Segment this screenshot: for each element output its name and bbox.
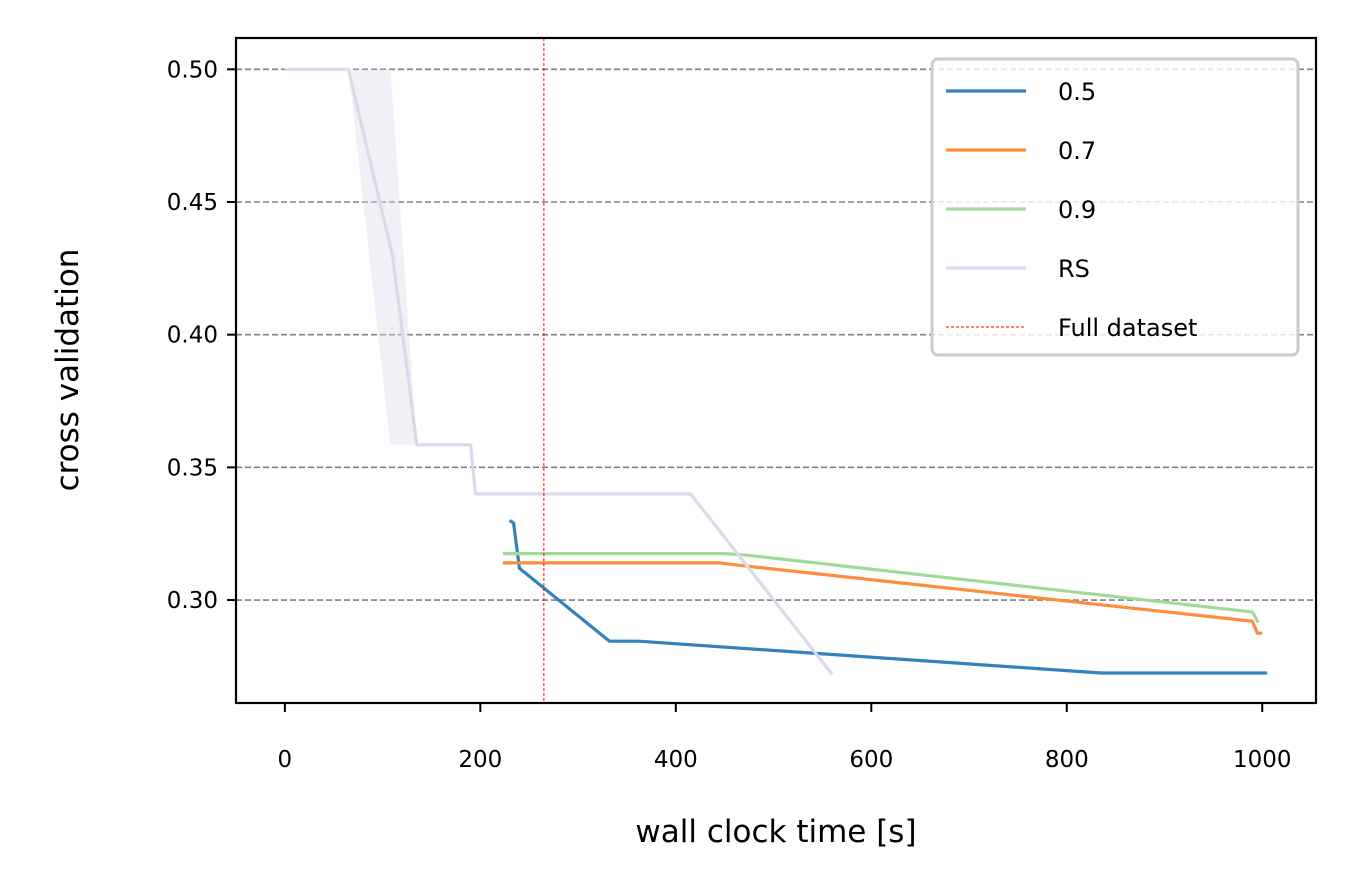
y-tick-label-0.50: 0.50 bbox=[167, 57, 218, 83]
legend-label-0-7: 0.7 bbox=[1058, 137, 1096, 165]
x-tick-label-400: 400 bbox=[654, 747, 698, 773]
x-axis-label: wall clock time [s] bbox=[635, 814, 916, 850]
series-line-0-9 bbox=[502, 552, 1260, 624]
y-tick-label-0.40: 0.40 bbox=[167, 323, 218, 349]
x-tick-label-1000: 1000 bbox=[1233, 747, 1292, 773]
legend-label-0-9: 0.9 bbox=[1058, 196, 1096, 224]
plot-frame bbox=[234, 36, 1318, 705]
band-rs bbox=[284, 69, 833, 675]
x-axis: 0 200 400 600 800 1000 bbox=[278, 703, 1292, 773]
legend: 0.5 0.7 0.9 RS Full dataset bbox=[930, 57, 1300, 357]
legend-label-0-5: 0.5 bbox=[1058, 78, 1096, 106]
x-tick-label-800: 800 bbox=[1045, 747, 1089, 773]
y-tick-label-0.35: 0.35 bbox=[167, 455, 218, 481]
series-line-rs bbox=[284, 67, 834, 676]
rs-band bbox=[284, 69, 833, 675]
y-axis: 0.30 0.35 0.40 0.45 0.50 bbox=[167, 57, 236, 614]
y-tick-label-0.30: 0.30 bbox=[167, 588, 218, 614]
y-tick-label-0.45: 0.45 bbox=[167, 190, 218, 216]
series-line-0-7 bbox=[502, 561, 1263, 635]
legend-label-full-dataset: Full dataset bbox=[1058, 314, 1197, 342]
x-tick-label-0: 0 bbox=[278, 747, 293, 773]
y-axis-label: cross validation bbox=[50, 249, 86, 492]
x-tick-label-600: 600 bbox=[849, 747, 893, 773]
x-tick-label-200: 200 bbox=[458, 747, 502, 773]
series-lines bbox=[284, 67, 1268, 676]
legend-label-rs: RS bbox=[1058, 255, 1090, 283]
series-line-0-5 bbox=[508, 519, 1268, 675]
legend-box bbox=[930, 57, 1300, 357]
